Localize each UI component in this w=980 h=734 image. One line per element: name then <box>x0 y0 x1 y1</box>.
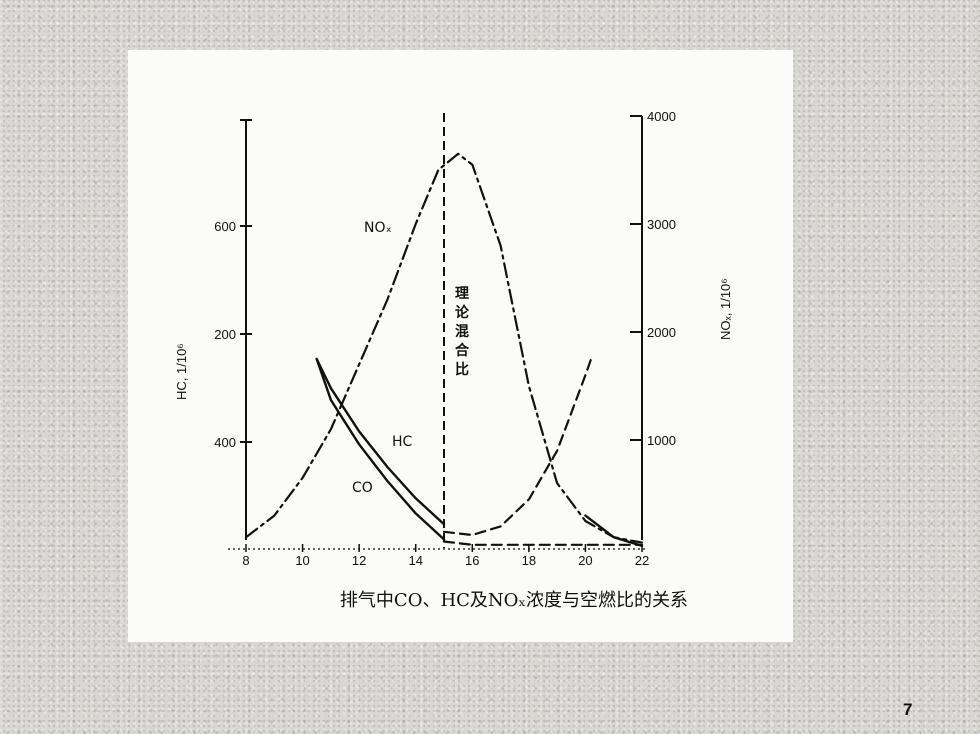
series-layer <box>244 152 644 547</box>
series-line-5 <box>442 540 644 546</box>
left-tick-label: 600 <box>214 219 236 234</box>
right-tick-label: 2000 <box>647 325 676 340</box>
x-tick-label: 18 <box>522 553 536 568</box>
right-tick-label: 3000 <box>647 217 676 232</box>
series-label-co: CO <box>352 480 373 496</box>
x-tick-label: 10 <box>295 553 309 568</box>
right-tick-label: 4000 <box>647 109 676 124</box>
chart-title: 排气中CO、HC及NOₓ浓度与空燃比的关系 <box>340 590 688 611</box>
stoichiometric-label: 理论混合比 <box>455 286 470 378</box>
x-tick-label: 14 <box>408 553 422 568</box>
left-tick-label: 200 <box>214 327 236 342</box>
right-tick-label: 1000 <box>647 433 676 448</box>
series-line-1 <box>315 357 446 526</box>
x-tick-label: 8 <box>242 553 249 568</box>
series-line-2 <box>315 357 446 541</box>
x-tick-label: 22 <box>635 553 649 568</box>
page-number: 7 <box>903 700 913 719</box>
series-line-0 <box>244 152 644 544</box>
series-line-4 <box>442 357 593 537</box>
axes <box>228 113 648 552</box>
x-tick-label: 12 <box>352 553 366 568</box>
chart-text: 排气中CO、HC及NOₓ浓度与空燃比的关系 理论混合比 HC, 1/10⁶ NO… <box>174 109 733 611</box>
series-label-hc: HC <box>392 434 413 450</box>
series-label-nox: NOₓ <box>364 220 392 236</box>
x-tick-label: 16 <box>465 553 479 568</box>
left-axis-title: HC, 1/10⁶ <box>174 343 189 400</box>
x-tick-label: 20 <box>578 553 592 568</box>
right-axis-title: NOₓ, 1/10⁶ <box>718 278 733 340</box>
series-line-3 <box>584 514 644 547</box>
left-tick-label: 400 <box>214 435 236 450</box>
